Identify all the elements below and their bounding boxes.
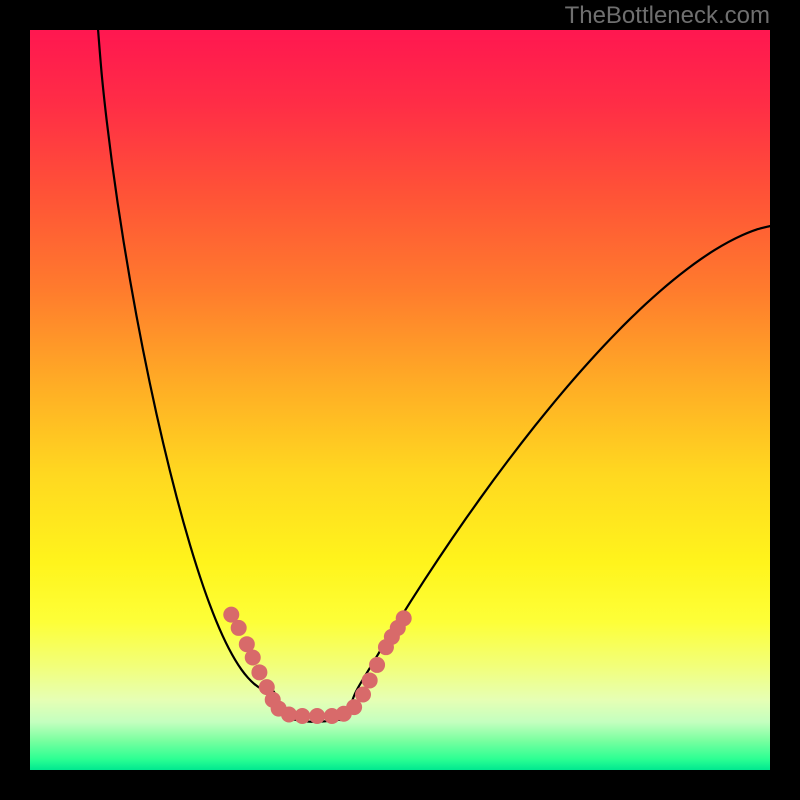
plot-frame: [30, 30, 770, 770]
marker-dot: [231, 620, 247, 636]
marker-dot: [362, 672, 378, 688]
curve-layer: [30, 30, 770, 770]
marker-dot: [396, 610, 412, 626]
marker-dot: [294, 708, 310, 724]
marker-dot: [355, 687, 371, 703]
watermark-text: TheBottleneck.com: [565, 2, 770, 30]
marker-dot: [245, 650, 261, 666]
marker-group: [223, 607, 411, 724]
marker-dot: [309, 708, 325, 724]
chart-root: TheBottleneck.com: [0, 0, 800, 800]
bottleneck-curve: [98, 30, 770, 722]
marker-dot: [251, 664, 267, 680]
marker-dot: [369, 657, 385, 673]
